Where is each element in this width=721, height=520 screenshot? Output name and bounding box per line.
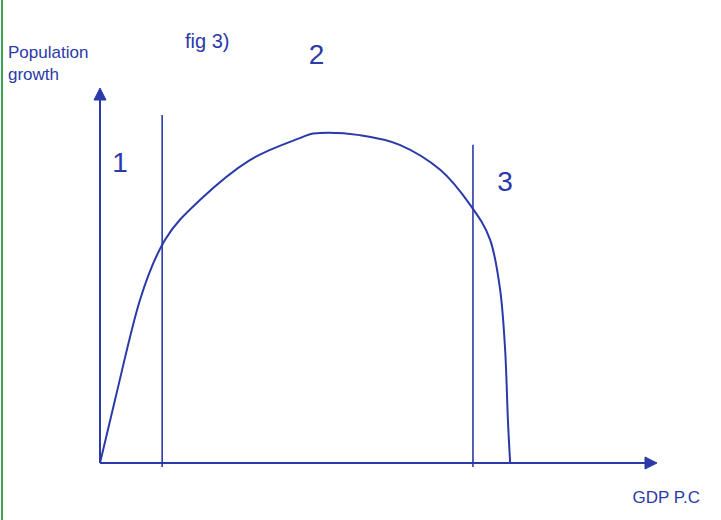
region-divider bbox=[472, 145, 474, 467]
y-axis bbox=[99, 90, 101, 463]
y-axis-title-line: growth bbox=[8, 65, 59, 84]
chart: fig 3) Population growth GDP P.C 1 2 3 bbox=[0, 0, 721, 520]
x-arrow bbox=[645, 457, 657, 469]
region-label: 3 bbox=[497, 166, 513, 197]
y-axis-title: Population growth bbox=[8, 43, 88, 84]
region-label: 2 bbox=[309, 39, 325, 70]
region-divider bbox=[161, 115, 163, 467]
region-label: 1 bbox=[112, 147, 128, 178]
x-axis-title: GDP P.C bbox=[633, 488, 700, 507]
paper-margin bbox=[1, 0, 3, 520]
y-axis-title-line: Population bbox=[8, 43, 88, 62]
title: fig 3) bbox=[185, 30, 229, 52]
x-axis bbox=[100, 462, 655, 464]
y-arrow bbox=[94, 88, 106, 100]
